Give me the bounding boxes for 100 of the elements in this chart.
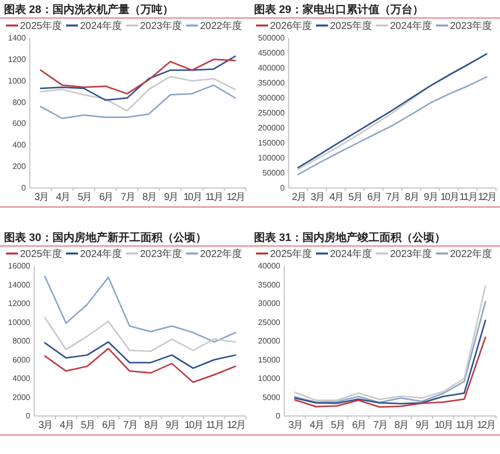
- x-tick-label: 10月: [184, 420, 203, 431]
- x-tick-label: 9月: [164, 192, 178, 203]
- y-tick-label: 40000: [258, 262, 281, 270]
- y-tick-label: 25000: [258, 318, 281, 327]
- chart-title: 图表 29：家电出口累计值（万台）: [254, 3, 424, 16]
- y-tick-label: 600: [12, 119, 26, 128]
- y-tick-label: 450000: [258, 48, 286, 58]
- legend-label: 2024年度: [80, 248, 122, 260]
- x-tick-label: 3月: [38, 420, 52, 431]
- x-tick-label: 11月: [206, 420, 224, 431]
- legend-label: 2025年度: [330, 20, 372, 32]
- chart-title: 图表 30：国内房地产新开工面积（公顷）: [4, 231, 206, 244]
- x-tick-label: 8月: [394, 420, 408, 431]
- x-tick-label: 6月: [352, 420, 366, 431]
- x-tick-label: 4月: [330, 192, 344, 203]
- legend-label: 2024年度: [390, 20, 432, 32]
- legend-label: 2022年度: [450, 248, 492, 260]
- legend-label: 2026年度: [270, 20, 312, 32]
- y-tick-label: 30000: [258, 299, 281, 308]
- x-tick-label: 3月: [34, 192, 48, 203]
- y-tick-label: 4000: [12, 374, 31, 383]
- x-tick-label: 12月: [226, 192, 245, 203]
- x-tick-label: 10月: [434, 420, 453, 431]
- y-tick-label: 50000: [262, 168, 286, 178]
- x-tick-label: 4月: [60, 420, 74, 431]
- legend-label: 2023年度: [140, 20, 182, 32]
- y-tick-label: 300000: [258, 94, 286, 102]
- line-series: [40, 55, 236, 101]
- line-series: [294, 320, 486, 404]
- x-tick-label: 12月: [478, 192, 496, 203]
- line-series: [294, 336, 486, 408]
- y-tick-label: 5000: [262, 392, 281, 402]
- x-tick-label: 5月: [330, 420, 344, 431]
- y-tick-label: 16000: [8, 262, 31, 270]
- x-tick-label: 8月: [144, 420, 158, 431]
- y-tick-label: 250000: [258, 108, 286, 118]
- x-tick-label: 10月: [440, 192, 458, 203]
- x-tick-label: 5月: [80, 420, 94, 431]
- y-tick-label: 1200: [8, 54, 26, 64]
- line-series: [40, 84, 236, 120]
- line-series: [44, 276, 236, 343]
- legend-label: 2023年度: [140, 248, 182, 260]
- y-tick-label: 0: [26, 412, 31, 420]
- x-tick-label: 7月: [373, 420, 387, 431]
- y-tick-label: 100000: [258, 154, 286, 162]
- legend-label: 2024年度: [80, 20, 122, 32]
- y-tick-label: 400000: [258, 64, 286, 72]
- y-tick-label: 15000: [258, 355, 281, 364]
- x-tick-label: 12月: [476, 420, 495, 431]
- x-tick-label: 9月: [424, 192, 438, 203]
- x-tick-label: 2月: [292, 192, 306, 203]
- legend-label: 2024年度: [330, 248, 372, 260]
- legend-label: 2023年度: [450, 20, 492, 32]
- line-series: [44, 316, 236, 352]
- chart-title: 图表 31：国内房地产竣工面积（公顷）: [254, 231, 446, 244]
- y-tick-label: 350000: [258, 78, 286, 88]
- x-tick-label: 3月: [288, 420, 302, 431]
- legend-label: 2022年度: [200, 20, 242, 32]
- line-series: [44, 341, 236, 369]
- y-tick-label: 500000: [258, 34, 286, 42]
- x-tick-label: 8月: [404, 192, 418, 203]
- y-tick-label: 6000: [12, 355, 31, 364]
- legend-label: 2025年度: [270, 248, 312, 260]
- x-tick-label: 11月: [456, 420, 474, 431]
- y-tick-label: 10000: [8, 318, 31, 327]
- line-series: [297, 76, 488, 176]
- y-tick-label: 1000: [8, 76, 26, 86]
- x-tick-label: 9月: [416, 420, 430, 431]
- y-tick-label: 200000: [258, 124, 286, 132]
- line-series: [40, 76, 236, 112]
- y-tick-label: 1400: [8, 34, 26, 42]
- x-tick-label: 6月: [99, 192, 113, 203]
- x-tick-label: 4月: [56, 192, 70, 203]
- x-tick-label: 6月: [367, 192, 381, 203]
- x-tick-label: 6月: [102, 420, 116, 431]
- x-tick-label: 7月: [120, 192, 134, 203]
- y-tick-label: 0: [280, 184, 286, 192]
- line-series: [44, 348, 236, 383]
- x-tick-label: 7月: [123, 420, 137, 431]
- x-tick-label: 3月: [310, 192, 324, 203]
- y-tick-label: 2000: [12, 392, 31, 402]
- y-tick-label: 0: [21, 184, 26, 192]
- y-tick-label: 0: [276, 412, 281, 420]
- y-tick-label: 400: [12, 140, 26, 150]
- chart-title: 图表 28：国内洗衣机产量（万吨）: [4, 3, 174, 16]
- line-series: [294, 285, 486, 401]
- legend-label: 2025年度: [20, 248, 62, 260]
- line-series: [294, 300, 486, 404]
- y-tick-label: 14000: [8, 280, 31, 290]
- legend-label: 2025年度: [20, 20, 62, 32]
- y-tick-label: 12000: [8, 299, 31, 308]
- y-tick-label: 8000: [12, 336, 31, 346]
- x-tick-label: 10月: [183, 192, 202, 203]
- y-tick-label: 200: [12, 162, 26, 172]
- line-series: [40, 58, 236, 94]
- y-tick-label: 800: [12, 98, 26, 107]
- y-tick-label: 20000: [258, 336, 281, 346]
- y-tick-label: 150000: [258, 138, 286, 148]
- x-tick-label: 5月: [348, 192, 362, 203]
- y-tick-label: 35000: [258, 280, 281, 290]
